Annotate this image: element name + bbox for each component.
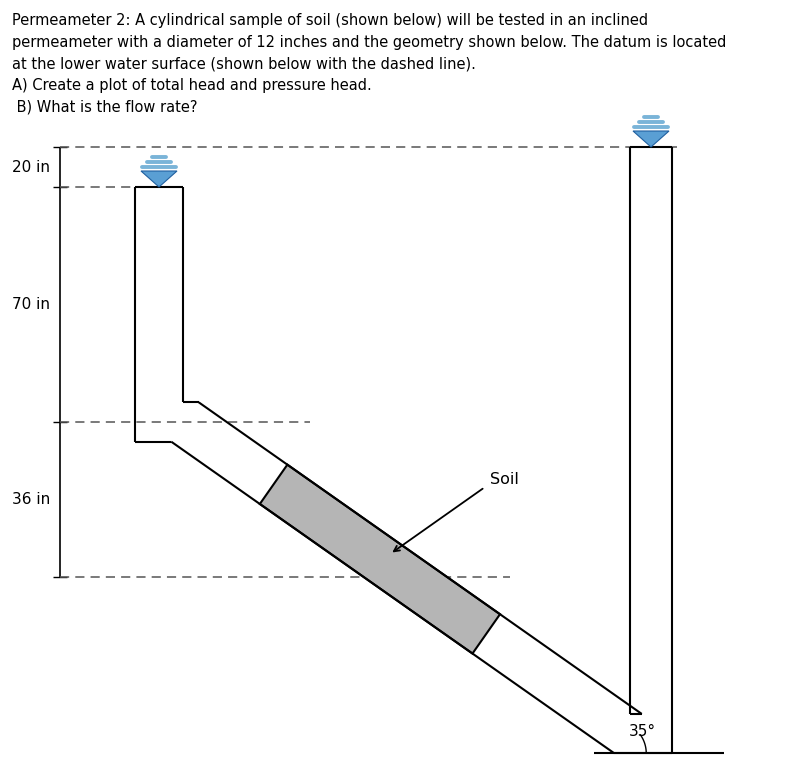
Text: Soil: Soil — [489, 471, 518, 487]
Text: Permeameter 2: A cylindrical sample of soil (shown below) will be tested in an i: Permeameter 2: A cylindrical sample of s… — [12, 13, 726, 115]
Text: 20 in: 20 in — [12, 159, 50, 174]
Polygon shape — [260, 464, 500, 653]
Text: 70 in: 70 in — [12, 297, 50, 312]
Polygon shape — [632, 131, 668, 147]
Text: 36 in: 36 in — [12, 492, 50, 507]
Polygon shape — [141, 171, 176, 187]
Text: 35°: 35° — [629, 724, 655, 739]
